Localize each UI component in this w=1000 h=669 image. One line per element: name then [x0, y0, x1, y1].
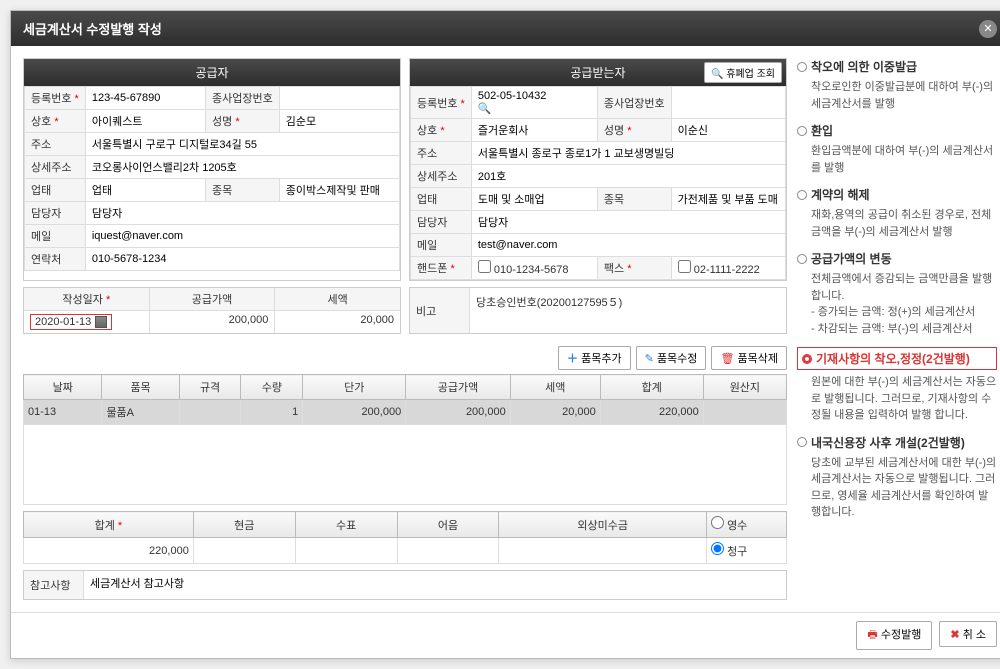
- buyer-mobile: 010-1234-5678: [494, 264, 569, 276]
- label: 상호: [417, 125, 437, 137]
- label: 어음: [397, 512, 499, 538]
- label: 핸드폰: [417, 263, 447, 275]
- buyer-email[interactable]: [478, 239, 779, 251]
- label: 등록번호: [31, 93, 71, 105]
- invoice-radio[interactable]: [711, 542, 724, 555]
- supplier-company[interactable]: [92, 115, 199, 127]
- buyer-ceo[interactable]: [678, 124, 779, 136]
- mobile-check[interactable]: [478, 260, 491, 273]
- buyer-bizitem[interactable]: [678, 193, 779, 205]
- reason-2[interactable]: 환입: [797, 122, 997, 139]
- label: 외상미수금: [499, 512, 707, 538]
- buyer-biztype[interactable]: [478, 193, 591, 205]
- supplier-bizitem[interactable]: [286, 184, 393, 196]
- supplier-biztype[interactable]: [92, 184, 199, 196]
- issue-button[interactable]: 🖶 수정발행: [856, 621, 932, 650]
- label: 연락처: [25, 248, 86, 271]
- delete-item-button[interactable]: 🗑 품목삭제: [711, 346, 787, 370]
- modal-title: 세금계산서 수정발행 작성: [23, 19, 162, 38]
- col-name: 품목: [102, 375, 179, 400]
- buyer-panel: 공급받는자 🔍 휴폐업 조회 등록번호 * 🔍 종사업장번호 상호 *: [409, 58, 787, 281]
- reason-1[interactable]: 착오에 의한 이중발급: [797, 58, 997, 75]
- supplier-header: 공급자: [24, 59, 400, 86]
- supplier-addr[interactable]: [92, 138, 393, 150]
- buyer-regno[interactable]: [478, 90, 591, 102]
- col-date: 날짜: [24, 375, 102, 400]
- calendar-icon[interactable]: [95, 316, 107, 328]
- label: 성명: [604, 125, 624, 137]
- edit-item-button[interactable]: ✎ 품목수정: [636, 346, 707, 370]
- col-supply: 공급가액: [406, 375, 511, 400]
- supplier-manager[interactable]: [92, 207, 393, 219]
- reason-5[interactable]: 기재사항의 착오,정정(2건발행): [797, 347, 997, 370]
- tax-value: 20,000: [275, 311, 400, 333]
- label: 비고: [410, 288, 470, 333]
- add-item-button[interactable]: ＋ 품목추가: [558, 346, 631, 370]
- label: 종목: [206, 179, 280, 202]
- label: 팩스: [604, 263, 624, 275]
- fax-check[interactable]: [678, 260, 691, 273]
- label: 등록번호: [417, 98, 457, 110]
- label: 종사업장번호: [597, 87, 671, 119]
- lookup-button[interactable]: 🔍 휴폐업 조회: [704, 62, 782, 83]
- label: 공급가액: [150, 288, 275, 311]
- label: 상세주소: [25, 156, 86, 179]
- supply-value: 200,000: [150, 311, 275, 333]
- item-table: 날짜 품목 규격 수량 단가 공급가액 세액 합계 원산지 01-13 물품A: [23, 374, 787, 505]
- buyer-addr2[interactable]: [478, 170, 779, 182]
- note-input[interactable]: [90, 577, 780, 589]
- col-origin: 원산지: [703, 375, 786, 400]
- total-table: 합계 * 현금 수표 어음 외상미수금 영수 220,000: [23, 511, 787, 564]
- label: 종사업장번호: [206, 87, 280, 110]
- label: 업태: [411, 188, 472, 211]
- reason-4[interactable]: 공급가액의 변동: [797, 250, 997, 267]
- receipt-radio[interactable]: [711, 516, 724, 529]
- reason-3[interactable]: 계약의 해제: [797, 186, 997, 203]
- label: 현금: [193, 512, 295, 538]
- label: 종목: [597, 188, 671, 211]
- buyer-fax: 02-1111-2222: [694, 264, 760, 276]
- total-sum: 220,000: [24, 538, 194, 564]
- label: 상세주소: [411, 165, 472, 188]
- cancel-button[interactable]: ✖ 취 소: [939, 621, 997, 647]
- label: 메일: [411, 234, 472, 257]
- reason-6[interactable]: 내국신용장 사후 개설(2건발행): [797, 434, 997, 451]
- close-icon[interactable]: ✕: [979, 20, 997, 38]
- col-tax: 세액: [510, 375, 600, 400]
- col-total: 합계: [600, 375, 703, 400]
- label: 메일: [25, 225, 86, 248]
- label: 담당자: [411, 211, 472, 234]
- buyer-addr[interactable]: [478, 147, 779, 159]
- supplier-phone[interactable]: [92, 253, 393, 265]
- supplier-addr2[interactable]: [92, 161, 393, 173]
- label: 상호: [31, 116, 51, 128]
- supplier-regno[interactable]: [92, 92, 199, 104]
- label: 참고사항: [24, 571, 84, 599]
- label: 수표: [295, 512, 397, 538]
- col-spec: 규격: [179, 375, 241, 400]
- label: 업태: [25, 179, 86, 202]
- label: 주소: [411, 142, 472, 165]
- buyer-manager[interactable]: [478, 216, 779, 228]
- label: 세액: [275, 288, 400, 311]
- label: 주소: [25, 133, 86, 156]
- supplier-email[interactable]: [92, 230, 393, 242]
- label: 작성일자: [62, 294, 102, 306]
- buyer-header: 공급받는자: [570, 66, 625, 80]
- label: 합계: [95, 520, 115, 532]
- supplier-panel: 공급자 등록번호 * 종사업장번호 상호 * 성명 *: [23, 58, 401, 281]
- date-input[interactable]: 2020-01-13: [30, 314, 112, 330]
- table-row[interactable]: 01-13 물품A 1 200,000 200,000 20,000 220,0…: [24, 400, 787, 425]
- label: 성명: [212, 116, 232, 128]
- col-price: 단가: [303, 375, 406, 400]
- remark-value: 당초승인번호(20200127595５): [470, 288, 786, 333]
- col-qty: 수량: [241, 375, 303, 400]
- label: 담당자: [25, 202, 86, 225]
- supplier-ceo[interactable]: [286, 115, 393, 127]
- buyer-company[interactable]: [478, 124, 591, 136]
